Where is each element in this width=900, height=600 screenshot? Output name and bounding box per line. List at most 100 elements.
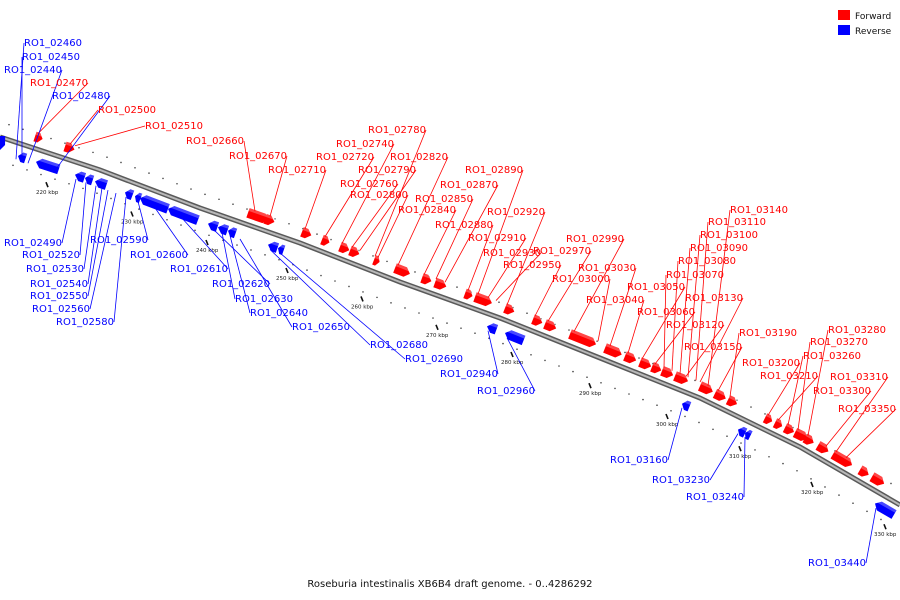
- gene-body: [738, 426, 748, 438]
- label-leader: [597, 278, 611, 342]
- gene-body: [63, 141, 75, 153]
- kbp-tick-label: 320 kbp: [801, 490, 824, 496]
- gene-label: RO1_03160: [610, 455, 668, 466]
- kbp-tick-mark: [130, 211, 134, 217]
- label-leader: [74, 125, 146, 147]
- guide-dot: [316, 233, 318, 235]
- legend-reverse-swatch: [838, 25, 850, 35]
- guide-dot: [764, 413, 766, 415]
- gene-body: [0, 135, 6, 150]
- guide-dot: [526, 312, 528, 315]
- label-leaders: [15, 42, 897, 564]
- gene-shine: [505, 303, 517, 310]
- gene-shine: [135, 191, 143, 197]
- gene-label: RO1_02840: [398, 205, 456, 216]
- guide-dot: [554, 323, 556, 326]
- label-leader: [113, 196, 127, 323]
- label-leader: [53, 95, 111, 173]
- gene-label: RO1_03190: [739, 328, 797, 339]
- gene-shine: [738, 425, 748, 432]
- gene-body: [745, 429, 753, 441]
- gene-shine: [268, 240, 280, 247]
- gene-label: RO1_02520: [22, 250, 80, 261]
- gene-shine: [75, 170, 87, 176]
- guide-dot: [264, 254, 266, 256]
- gene-body: [140, 195, 170, 214]
- guide-dot: [852, 502, 854, 505]
- gene-shine: [545, 319, 558, 327]
- gene-shine: [682, 399, 692, 405]
- gene-label: RO1_02650: [292, 322, 350, 333]
- kbp-tick-label: 260 kbp: [351, 304, 374, 310]
- forward-gene: [782, 423, 797, 435]
- label-leader: [671, 260, 679, 371]
- guide-dot: [768, 455, 770, 458]
- gene-shine: [435, 277, 448, 285]
- gene-body: [372, 255, 380, 266]
- gene-label: RO1_02790: [358, 165, 416, 176]
- forward-gene: [372, 255, 382, 266]
- gene-shine: [395, 263, 412, 273]
- guide-dot: [530, 354, 532, 356]
- label-leader: [324, 156, 375, 237]
- label-leader: [807, 329, 829, 436]
- forward-gene: [762, 413, 775, 425]
- guide-dot: [288, 222, 290, 225]
- forward-gene: [320, 234, 332, 246]
- gene-body: [393, 263, 410, 277]
- gene-label: RO1_02910: [468, 233, 526, 244]
- gene-body: [433, 277, 447, 290]
- gene-label: RO1_03440: [808, 558, 866, 569]
- gene-body: [320, 234, 330, 246]
- reverse-gene: [140, 193, 170, 214]
- guide-dot: [40, 173, 42, 176]
- guide-dot: [92, 151, 94, 154]
- gene-shine: [168, 204, 200, 219]
- gene-body: [772, 418, 783, 430]
- kbp-tick-mark: [435, 324, 439, 331]
- gene-label: RO1_02930: [483, 248, 541, 259]
- forward-gene: [830, 449, 855, 467]
- gene-shine: [505, 328, 526, 339]
- gene-body: [75, 171, 87, 183]
- guide-dot: [68, 182, 70, 185]
- forward-gene: [393, 263, 412, 277]
- label-leader: [685, 324, 725, 377]
- gene-label: RO1_02600: [130, 250, 188, 261]
- label-leader: [699, 297, 744, 383]
- gene-shine: [65, 141, 77, 148]
- kbp-tick-label: 230 kbp: [121, 220, 144, 226]
- label-leader: [506, 211, 546, 305]
- label-leader: [279, 252, 406, 360]
- guide-dot: [278, 258, 280, 261]
- forward-gene: [300, 227, 314, 239]
- gene-shine: [35, 131, 45, 138]
- kbp-tick-mark: [738, 445, 742, 452]
- gene-label: RO1_02460: [24, 38, 82, 49]
- guide-dot: [810, 478, 812, 480]
- kbp-tick-label: 250 kbp: [276, 276, 299, 282]
- gene-label: RO1_02500: [98, 105, 156, 116]
- gene-label: RO1_02620: [212, 279, 270, 290]
- guide-dot: [638, 357, 640, 359]
- guide-dot: [726, 435, 728, 437]
- gene-label: RO1_03300: [813, 386, 871, 397]
- gene-body: [725, 395, 737, 407]
- guide-dot: [120, 161, 122, 164]
- label-leader: [444, 184, 499, 283]
- forward-gene: [857, 465, 872, 477]
- gene-body: [650, 362, 662, 374]
- guide-dot: [50, 137, 52, 140]
- label-leader: [87, 187, 103, 285]
- forward-gene: [348, 245, 362, 257]
- gene-body: [473, 292, 492, 307]
- gene-shine: [861, 465, 872, 474]
- forward-gene: [63, 141, 77, 153]
- guide-dot: [824, 486, 826, 488]
- guide-dot: [96, 192, 98, 194]
- guide-dot: [362, 291, 364, 293]
- gene-body: [125, 189, 135, 201]
- guide-dot: [414, 271, 416, 273]
- gene-shine: [662, 366, 675, 374]
- gene-body: [830, 449, 853, 467]
